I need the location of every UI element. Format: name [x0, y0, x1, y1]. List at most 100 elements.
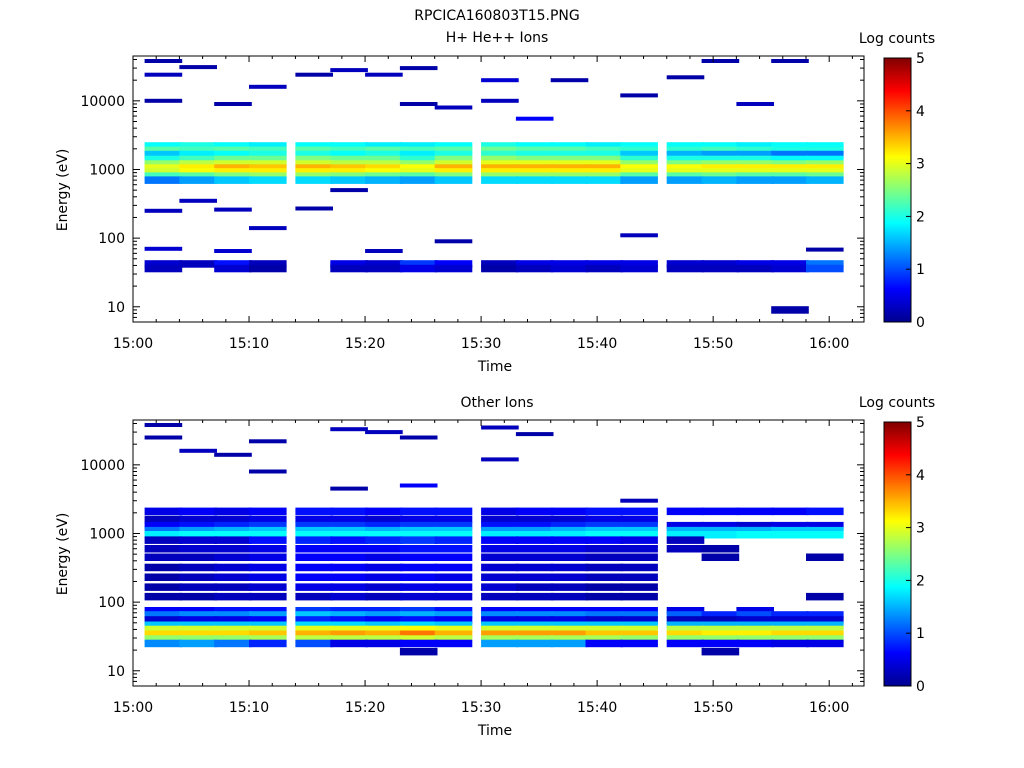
- heatmap-cell: [399, 607, 438, 615]
- heatmap-cell: [620, 164, 658, 172]
- heatmap-cell: [249, 226, 287, 231]
- heatmap-cell: [550, 607, 589, 615]
- heatmap-cell: [434, 573, 473, 581]
- heatmap-cell: [701, 553, 740, 561]
- heatmap-cell: [330, 563, 368, 572]
- heatmap-cell: [585, 526, 624, 535]
- heatmap-cell: [620, 507, 658, 516]
- heatmap-cell: [295, 621, 333, 629]
- heatmap-cell: [736, 150, 774, 159]
- x-tick-label: 15:10: [229, 336, 269, 352]
- heatmap-cell: [365, 625, 403, 634]
- heatmap-cell: [330, 611, 368, 619]
- heatmap-cell: [249, 146, 287, 155]
- heatmap-cell: [399, 611, 438, 619]
- heatmap-cell: [515, 592, 554, 601]
- heatmap-cell: [365, 526, 403, 535]
- heatmap-cell: [550, 592, 589, 601]
- heatmap-cell: [620, 573, 658, 581]
- heatmap-cell: [399, 515, 438, 524]
- heatmap-cell: [399, 66, 438, 71]
- colorbar-tick-label: 4: [916, 104, 925, 120]
- heatmap-cell: [295, 630, 333, 638]
- heatmap-cell: [144, 155, 183, 164]
- axis-ticks: 15:00 15:10 15:20 15:30 15:40 15:50 16:00 10 100…: [80, 56, 864, 352]
- heatmap-cell: [214, 249, 252, 253]
- heatmap-cell: [515, 142, 554, 150]
- heatmap-cell: [515, 639, 554, 648]
- heatmap-cell: [701, 635, 740, 643]
- axis-ticks: 15:00 15:10 15:20 15:30 15:40 15:50 16:00 10 100…: [80, 420, 864, 716]
- heatmap-cell: [144, 545, 183, 553]
- heatmap-cell: [806, 639, 844, 648]
- heatmap-cell: [515, 432, 554, 437]
- heatmap-cell: [214, 639, 252, 648]
- heatmap-cell: [515, 563, 554, 572]
- heatmap-cell: [620, 521, 658, 530]
- heatmap-cell: [620, 264, 658, 273]
- heatmap-cell: [214, 142, 252, 150]
- heatmap-cell: [144, 246, 183, 251]
- heatmap-cell: [666, 621, 705, 629]
- heatmap-cell: [399, 526, 438, 535]
- heatmap-cell: [295, 172, 333, 180]
- heatmap-cell: [666, 75, 705, 80]
- heatmap-cell: [550, 611, 589, 619]
- heatmap-cell: [620, 616, 658, 624]
- heatmap-cell: [701, 142, 740, 150]
- heatmap-cell: [434, 630, 473, 638]
- heatmap-cell: [330, 150, 368, 159]
- heatmap-cell: [515, 573, 554, 581]
- heatmap-cell: [515, 507, 554, 516]
- heatmap-cell: [365, 168, 403, 176]
- heatmap-cell: [550, 168, 589, 176]
- heatmap-cell: [214, 507, 252, 516]
- heatmap-cell: [295, 563, 333, 572]
- heatmap-cell: [666, 635, 705, 643]
- heatmap-cell: [550, 521, 589, 530]
- heatmap-cell: [434, 515, 473, 524]
- heatmap-cell: [399, 545, 438, 553]
- heatmap-cell: [330, 486, 368, 491]
- heatmap-cell: [399, 435, 438, 440]
- x-tick-label: 15:40: [577, 336, 617, 352]
- x-tick-label: 15:30: [461, 700, 501, 716]
- heatmap-cell: [434, 260, 473, 268]
- heatmap-cell: [620, 607, 658, 615]
- heatmap-cell: [771, 59, 809, 63]
- heatmap-cell: [515, 160, 554, 168]
- heatmap-cell: [806, 616, 844, 624]
- heatmap-cell: [550, 146, 589, 155]
- heatmap-cell: [434, 553, 473, 561]
- heatmap-cell: [771, 150, 809, 159]
- heatmap-cell: [434, 639, 473, 648]
- heatmap-cell: [144, 435, 183, 440]
- heatmap-cell: [399, 635, 438, 643]
- heatmap-cell: [666, 526, 705, 535]
- heatmap-cell: [399, 647, 438, 656]
- heatmap-cell: [701, 647, 740, 656]
- heatmap-cell: [585, 172, 624, 180]
- heatmap-cell: [515, 611, 554, 619]
- heatmap-cell: [365, 507, 403, 516]
- heatmap-cell: [434, 635, 473, 643]
- heatmap-cell: [144, 72, 183, 77]
- heatmap-cell: [620, 531, 658, 539]
- x-tick-label: 15:50: [693, 336, 733, 352]
- heatmap-cell: [666, 142, 705, 150]
- heatmap-cell: [771, 168, 809, 176]
- heatmap-cell: [701, 172, 740, 180]
- heatmap-cell: [399, 625, 438, 634]
- heatmap-cell: [585, 507, 624, 516]
- heatmap-cell: [550, 553, 589, 561]
- plot-frame: [132, 55, 865, 323]
- heatmap-cell: [771, 621, 809, 629]
- x-tick-label: 15:40: [577, 700, 617, 716]
- heatmap-cell: [515, 264, 554, 273]
- heatmap-cell: [249, 142, 287, 150]
- heatmap-cell: [771, 625, 809, 634]
- heatmap-cell: [736, 507, 774, 516]
- heatmap-cell: [666, 155, 705, 164]
- plot-frame: [132, 419, 865, 687]
- heatmap-cell: [365, 553, 403, 561]
